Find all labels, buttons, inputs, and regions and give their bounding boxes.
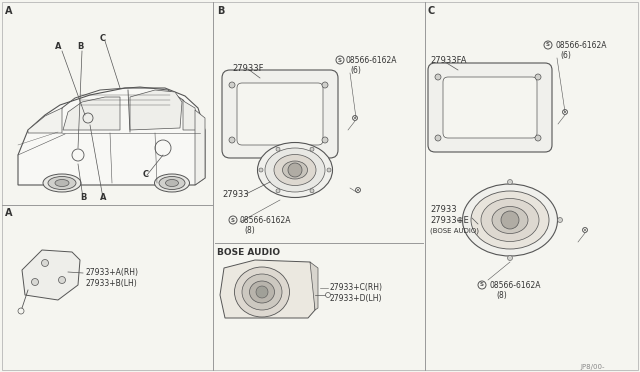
Text: (8): (8) — [496, 291, 507, 300]
Circle shape — [535, 74, 541, 80]
Text: (8): (8) — [244, 226, 255, 235]
Circle shape — [310, 147, 314, 151]
Text: 27933+B(LH): 27933+B(LH) — [85, 279, 137, 288]
Text: A: A — [100, 193, 106, 202]
Polygon shape — [28, 108, 62, 133]
Text: C: C — [100, 34, 106, 43]
Text: 27933: 27933 — [430, 205, 456, 214]
Text: B: B — [77, 42, 83, 51]
Text: B: B — [80, 193, 86, 202]
Ellipse shape — [274, 154, 316, 186]
Text: 27933FA: 27933FA — [430, 56, 467, 65]
Polygon shape — [63, 97, 120, 130]
Text: (6): (6) — [350, 66, 361, 75]
Text: 27933+C(RH): 27933+C(RH) — [330, 283, 383, 292]
Text: JP8/00-: JP8/00- — [580, 364, 605, 370]
Circle shape — [557, 218, 563, 222]
FancyBboxPatch shape — [222, 70, 338, 158]
Text: S: S — [480, 282, 484, 288]
Text: S: S — [546, 42, 550, 48]
Text: B: B — [217, 6, 225, 16]
Circle shape — [458, 218, 463, 222]
Text: 08566-6162A: 08566-6162A — [240, 216, 291, 225]
Circle shape — [435, 74, 441, 80]
Circle shape — [31, 279, 38, 285]
Text: C: C — [143, 170, 149, 179]
Text: 27933+A(RH): 27933+A(RH) — [85, 268, 138, 277]
Circle shape — [535, 135, 541, 141]
Text: 27933+D(LH): 27933+D(LH) — [330, 294, 383, 303]
Ellipse shape — [471, 191, 549, 249]
Text: 27933+E: 27933+E — [430, 216, 468, 225]
Circle shape — [327, 168, 331, 172]
Polygon shape — [220, 260, 315, 318]
Ellipse shape — [159, 176, 185, 189]
Text: S: S — [338, 58, 342, 62]
Text: C: C — [428, 6, 435, 16]
Circle shape — [58, 276, 65, 283]
Circle shape — [42, 260, 49, 266]
Circle shape — [508, 256, 513, 260]
Ellipse shape — [492, 206, 528, 234]
Ellipse shape — [55, 180, 69, 186]
Circle shape — [256, 286, 268, 298]
Ellipse shape — [234, 267, 289, 317]
Ellipse shape — [250, 281, 275, 303]
Circle shape — [310, 189, 314, 193]
Ellipse shape — [166, 180, 179, 186]
Text: 08566-6162A: 08566-6162A — [346, 56, 397, 65]
Text: 08566-6162A: 08566-6162A — [490, 281, 541, 290]
Ellipse shape — [43, 174, 81, 192]
Circle shape — [322, 137, 328, 143]
FancyBboxPatch shape — [428, 63, 552, 152]
Circle shape — [229, 82, 235, 88]
Circle shape — [276, 189, 280, 193]
Circle shape — [288, 163, 302, 177]
Text: BOSE AUDIO: BOSE AUDIO — [217, 248, 280, 257]
Ellipse shape — [257, 142, 333, 198]
Polygon shape — [18, 88, 205, 185]
Ellipse shape — [481, 199, 539, 241]
Ellipse shape — [265, 148, 325, 192]
Polygon shape — [183, 100, 198, 130]
Ellipse shape — [154, 174, 189, 192]
Circle shape — [435, 135, 441, 141]
Polygon shape — [130, 90, 182, 130]
Text: A: A — [5, 208, 13, 218]
Ellipse shape — [48, 176, 76, 189]
Text: A: A — [5, 6, 13, 16]
Circle shape — [322, 82, 328, 88]
Circle shape — [276, 147, 280, 151]
Ellipse shape — [463, 184, 557, 256]
FancyBboxPatch shape — [237, 83, 323, 145]
Polygon shape — [195, 110, 205, 185]
Text: (6): (6) — [560, 51, 571, 60]
Text: 08566-6162A: 08566-6162A — [555, 41, 607, 50]
Text: A: A — [55, 42, 61, 51]
Polygon shape — [22, 250, 80, 300]
Circle shape — [259, 168, 263, 172]
Text: 27933F: 27933F — [232, 64, 264, 73]
Polygon shape — [310, 262, 318, 310]
Ellipse shape — [242, 274, 282, 310]
Text: 27933: 27933 — [222, 190, 248, 199]
FancyBboxPatch shape — [443, 77, 537, 138]
Circle shape — [508, 180, 513, 185]
Ellipse shape — [282, 161, 307, 179]
Circle shape — [501, 211, 519, 229]
Circle shape — [229, 137, 235, 143]
Text: S: S — [231, 218, 235, 222]
Text: (BOSE AUDIO): (BOSE AUDIO) — [430, 227, 479, 234]
